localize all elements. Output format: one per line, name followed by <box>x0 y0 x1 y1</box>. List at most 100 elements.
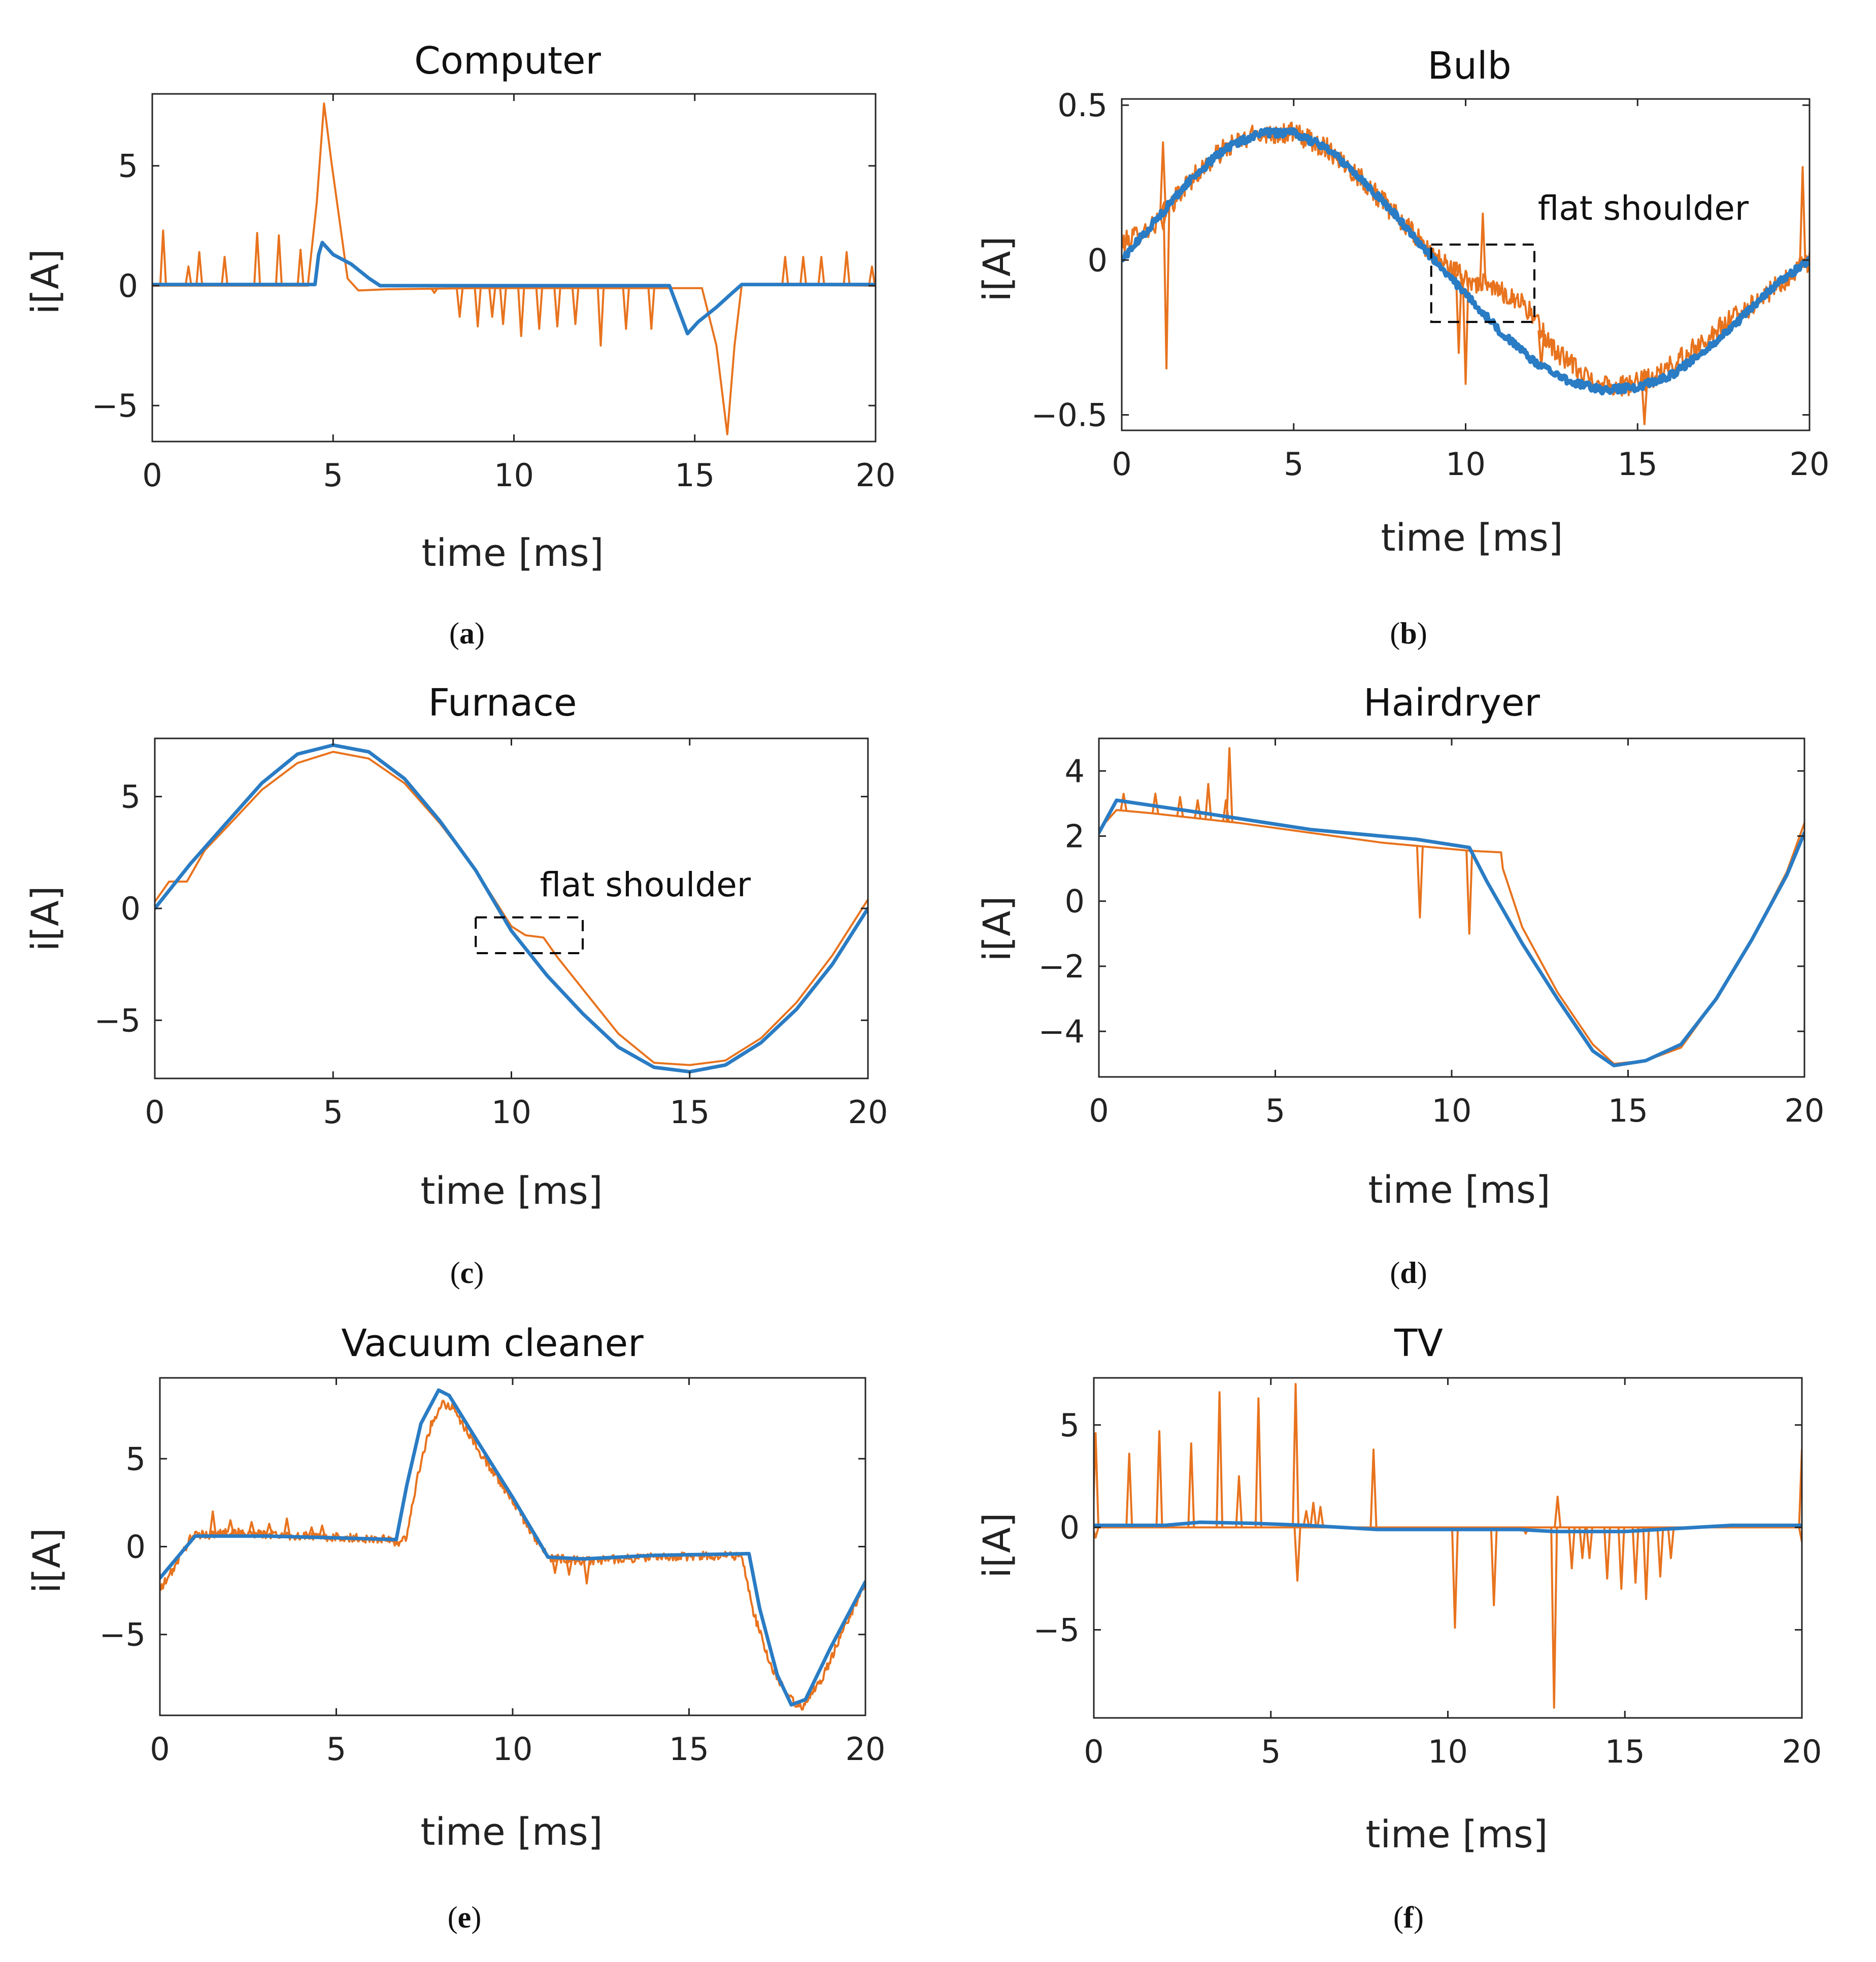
panel-letter: c <box>460 1256 474 1290</box>
axes-frame <box>159 1377 866 1716</box>
spike-mark <box>184 265 192 286</box>
series-layer <box>160 1388 865 1711</box>
series-line-model <box>160 1388 865 1707</box>
spike-mark <box>1617 1527 1625 1590</box>
x-tick-label: 0 <box>142 457 162 494</box>
spike-mark <box>296 249 305 286</box>
spike-mark <box>248 1521 256 1534</box>
y-tick-label: −2 <box>1038 948 1085 985</box>
spike-mark <box>565 1559 573 1576</box>
y-tick-label: −5 <box>94 1002 141 1039</box>
spike-mark <box>843 251 851 286</box>
x-tick-label: 0 <box>1112 446 1131 483</box>
y-tick-label: 5 <box>1060 1407 1080 1444</box>
y-tick-label: 0 <box>118 267 138 305</box>
spike-mark <box>799 256 808 285</box>
x-tick-label: 15 <box>1618 446 1658 483</box>
spike-mark <box>583 1560 591 1585</box>
plot-area: flat shoulder 0 5 10 15 20 5 0 −5 <box>94 737 888 1131</box>
series-measured <box>1099 747 1804 1065</box>
x-tick-label: 10 <box>1428 1733 1468 1770</box>
axes-frame <box>1093 1377 1803 1719</box>
spike-mark <box>209 1510 217 1535</box>
x-tick-label: 15 <box>669 1094 710 1131</box>
spike-mark <box>1120 793 1128 811</box>
y-tick-label: 4 <box>1065 753 1085 790</box>
y-tick-label: 5 <box>121 779 141 816</box>
x-tick-label: 20 <box>1785 1092 1825 1129</box>
spike-mark <box>1125 1452 1133 1528</box>
panel-caption: (d) <box>1390 1256 1427 1290</box>
y-axis-label: i[A] <box>24 886 68 952</box>
spike-mark <box>1216 1391 1224 1528</box>
spike-mark <box>474 288 482 328</box>
spike-mark <box>1568 1527 1576 1570</box>
series-measured <box>160 1399 865 1711</box>
spike-mark <box>551 1558 559 1574</box>
spike-mark <box>571 288 580 325</box>
panel-letter: e <box>458 1901 472 1934</box>
spike-mark <box>1316 1506 1324 1528</box>
annotation-label: flat shoulder <box>540 865 751 904</box>
spike-mark <box>596 288 605 347</box>
y-tick-label: 0.5 <box>1057 87 1108 124</box>
spike-mark <box>1656 1527 1664 1578</box>
y-tick-label: −5 <box>1033 1611 1080 1648</box>
y-tick-label: 0 <box>126 1529 146 1566</box>
annotation: flat shoulder <box>475 865 751 955</box>
spike-mark <box>1455 274 1463 354</box>
chart-title: Hairdryer <box>1363 681 1540 725</box>
panel-letter: a <box>459 617 475 650</box>
x-tick-label: 5 <box>323 1094 343 1131</box>
spike-mark <box>1292 1383 1300 1528</box>
x-axis-label: time [ms] <box>421 531 604 575</box>
y-tick-label: −5 <box>99 1616 146 1653</box>
series-measured <box>1094 1383 1802 1709</box>
y-axis-label: i[A] <box>25 1528 69 1594</box>
x-tick-label: 20 <box>1782 1733 1822 1770</box>
spike-mark <box>275 234 283 286</box>
y-tick-label: 0 <box>1060 1509 1080 1546</box>
spike-mark <box>455 288 464 318</box>
series-line-model <box>152 241 876 335</box>
y-tick-label: −4 <box>1038 1013 1085 1050</box>
x-tick-label: 10 <box>493 1731 533 1768</box>
spike-mark <box>1302 1510 1311 1528</box>
x-tick-label: 20 <box>1790 446 1830 483</box>
y-tick-label: 0 <box>1065 883 1085 920</box>
y-tick-label: 5 <box>118 148 138 185</box>
annotation: flat shoulder <box>1430 189 1749 323</box>
series-model <box>160 1388 865 1707</box>
panel-caption: (e) <box>448 1901 482 1934</box>
x-axis-label: time [ms] <box>420 1169 602 1213</box>
x-tick-label: 0 <box>150 1731 170 1768</box>
x-tick-label: 0 <box>145 1094 164 1131</box>
chart-title: Computer <box>414 39 601 83</box>
spike-mark <box>1451 1527 1459 1629</box>
spike-mark <box>817 256 825 286</box>
spike-mark <box>1369 1448 1378 1528</box>
spike-mark <box>1162 210 1170 369</box>
series-measured <box>155 751 868 1066</box>
spike-mark <box>1642 1527 1650 1600</box>
spike-mark <box>1578 1527 1587 1560</box>
x-axis-label: time [ms] <box>1381 516 1563 560</box>
series-line-model <box>155 743 868 1074</box>
spike-mark <box>1293 1527 1301 1582</box>
spike-mark <box>647 288 655 330</box>
series-model <box>155 743 868 1074</box>
x-tick-label: 0 <box>1084 1733 1103 1770</box>
spike-mark <box>1631 1527 1639 1584</box>
series-line-measured <box>155 751 868 1066</box>
spike-mark <box>253 232 261 286</box>
axes-frame <box>1098 737 1805 1078</box>
spike-mark <box>1640 380 1649 425</box>
spike-mark <box>318 1524 326 1537</box>
x-tick-label: 5 <box>323 457 343 494</box>
spike-mark <box>1585 1527 1594 1560</box>
annotation-label: flat shoulder <box>1538 189 1749 228</box>
x-tick-label: 10 <box>494 457 534 494</box>
series-layer <box>1099 747 1804 1068</box>
